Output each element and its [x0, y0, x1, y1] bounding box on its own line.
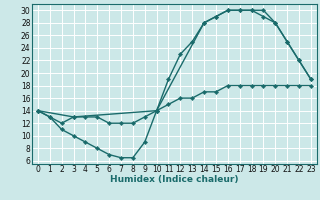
X-axis label: Humidex (Indice chaleur): Humidex (Indice chaleur) [110, 175, 239, 184]
